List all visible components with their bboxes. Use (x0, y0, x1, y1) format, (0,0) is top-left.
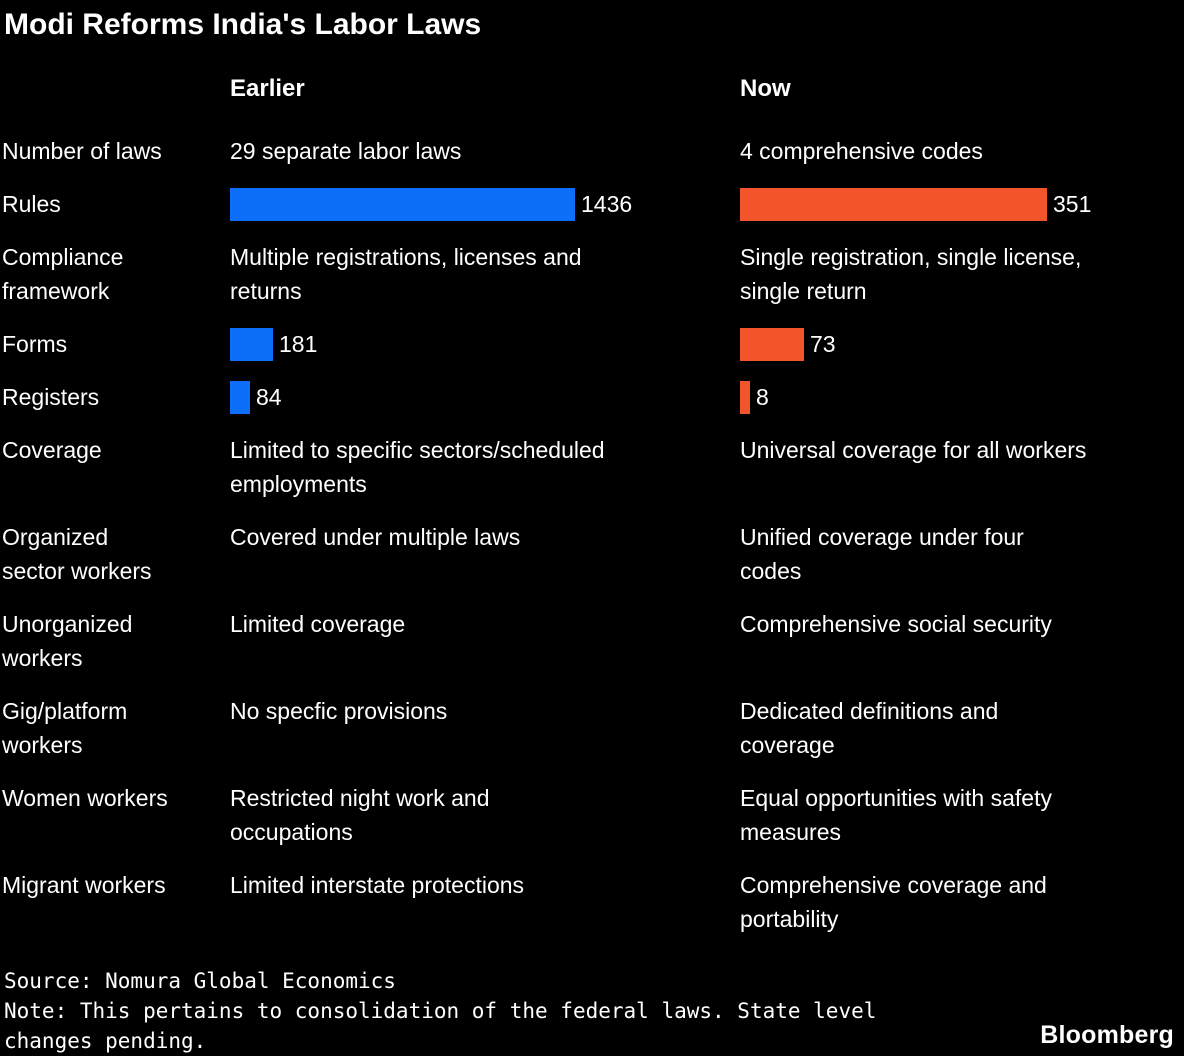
chart-page: Modi Reforms India's Labor Laws Earlier … (2, 8, 1178, 936)
now-cell: 73 (740, 327, 1178, 361)
table-row: Coverage Limited to specific sectors/sche… (2, 433, 1178, 501)
column-header-row: Earlier Now (2, 74, 1178, 104)
row-label: Women workers (2, 785, 168, 811)
table-body: Number of laws 29 separate labor laws 4 co… (2, 134, 1178, 936)
now-cell: Single registration, single license, sin… (740, 244, 1082, 304)
table-row: Number of laws 29 separate labor laws 4 co… (2, 134, 1178, 168)
row-label: Gig/platform workers (2, 698, 128, 758)
earlier-bar-value: 181 (279, 331, 318, 357)
table-row: Gig/platform workers No specfic provision… (2, 694, 1178, 762)
note-text: Note: This pertains to consolidation of … (4, 999, 877, 1053)
now-bar-value: 351 (1053, 191, 1092, 217)
bloomberg-logo: Bloomberg (1040, 1021, 1174, 1049)
earlier-bar-value: 1436 (581, 191, 633, 217)
row-label: Rules (2, 191, 61, 217)
now-cell: Universal coverage for all workers (740, 437, 1087, 463)
earlier-bar (230, 380, 250, 414)
source-text: Source: Nomura Global Economics (4, 969, 396, 993)
now-cell: 351 (740, 187, 1178, 221)
earlier-cell: 181 (230, 327, 740, 361)
earlier-column-header: Earlier (230, 75, 305, 102)
now-cell: Comprehensive coverage and portability (740, 872, 1047, 932)
row-label: Coverage (2, 437, 102, 463)
earlier-cell: Limited coverage (230, 611, 406, 637)
earlier-cell: Limited to specific sectors/scheduled em… (230, 437, 605, 497)
now-cell: Dedicated definitions and coverage (740, 698, 999, 758)
row-label: Number of laws (2, 138, 162, 164)
earlier-bar (230, 187, 575, 221)
page-title: Modi Reforms India's Labor Laws (4, 8, 482, 41)
earlier-cell: Covered under multiple laws (230, 524, 521, 550)
now-bar-value: 73 (810, 331, 836, 357)
earlier-cell: 29 separate labor laws (230, 138, 462, 164)
now-cell: 4 comprehensive codes (740, 138, 983, 164)
now-bar (740, 187, 1047, 221)
now-cell: Comprehensive social security (740, 611, 1052, 637)
table-row: Rules 1436 351 (2, 187, 1178, 221)
table-row: Unorganized workers Limited coverage Compr… (2, 607, 1178, 675)
earlier-cell: Limited interstate protections (230, 872, 525, 898)
row-label: Forms (2, 331, 68, 357)
now-column-header: Now (740, 75, 791, 102)
footer: Source: Nomura Global Economics Note: Th… (4, 966, 876, 1056)
earlier-cell: 84 (230, 380, 740, 414)
table-row: Women workers Restricted night work and o… (2, 781, 1178, 849)
earlier-cell: 1436 (230, 187, 740, 221)
now-cell: Equal opportunities with safety measures (740, 785, 1052, 845)
row-label: Unorganized workers (2, 611, 133, 671)
table-row: Registers 84 8 (2, 380, 1178, 414)
row-label: Migrant workers (2, 872, 166, 898)
earlier-cell: No specfic provisions (230, 698, 448, 724)
earlier-cell: Restricted night work and occupations (230, 785, 490, 845)
row-label: Registers (2, 384, 100, 410)
label-column-header (2, 74, 230, 104)
earlier-bar-value: 84 (256, 384, 282, 410)
table-row: Organized sector workers Covered under mu… (2, 520, 1178, 588)
earlier-cell: Multiple registrations, licenses and ret… (230, 244, 582, 304)
now-cell: 8 (740, 380, 1178, 414)
now-bar-value: 8 (756, 384, 769, 410)
now-bar (740, 380, 750, 414)
now-cell: Unified coverage under four codes (740, 524, 1024, 584)
row-label: Organized sector workers (2, 524, 152, 584)
now-bar (740, 327, 804, 361)
table-row: Compliance framework Multiple registratio… (2, 240, 1178, 308)
table-row: Migrant workers Limited interstate protec… (2, 868, 1178, 936)
table-row: Forms 181 73 (2, 327, 1178, 361)
earlier-bar (230, 327, 273, 361)
row-label: Compliance framework (2, 244, 124, 304)
